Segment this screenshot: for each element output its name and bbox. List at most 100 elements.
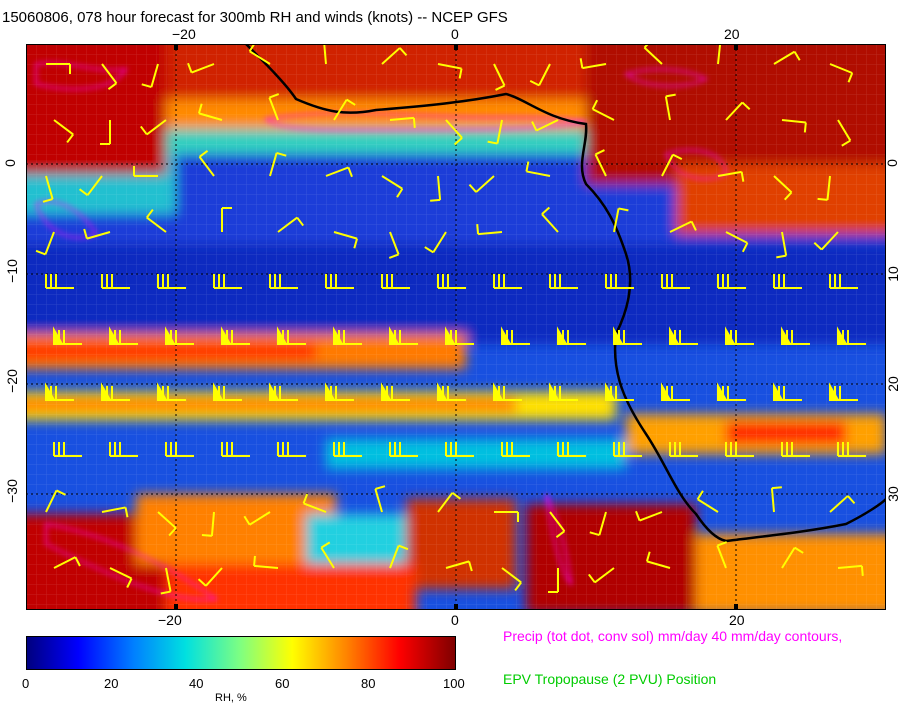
wind-barb bbox=[501, 442, 530, 457]
wind-barb bbox=[525, 161, 551, 177]
wind-barb bbox=[773, 382, 802, 401]
wind-barb bbox=[389, 116, 416, 128]
wind-barb bbox=[643, 44, 663, 65]
wind-barb bbox=[389, 326, 418, 345]
wind-barb bbox=[277, 442, 306, 457]
wind-barb bbox=[579, 58, 607, 70]
wind-barb bbox=[221, 326, 250, 345]
wind-barb bbox=[320, 541, 335, 569]
wind-barb bbox=[430, 175, 442, 202]
wind-barb bbox=[531, 119, 559, 132]
lon-tick-top-0: 0 bbox=[451, 26, 459, 42]
wind-barb bbox=[389, 442, 418, 457]
wind-barb bbox=[141, 63, 159, 89]
wind-barb bbox=[253, 555, 279, 569]
wind-barb bbox=[269, 382, 298, 401]
wind-barb bbox=[389, 544, 409, 569]
wind-barb bbox=[773, 274, 802, 289]
wind-barb bbox=[635, 510, 663, 522]
wind-barb bbox=[213, 274, 242, 289]
wind-barb bbox=[333, 326, 362, 345]
wind-barb bbox=[165, 442, 194, 457]
lat-tick-right-30: 30 bbox=[884, 486, 901, 502]
wind-barb bbox=[588, 567, 615, 584]
wind-barb bbox=[302, 493, 327, 513]
lon-tick-top-20: 20 bbox=[724, 26, 740, 42]
wind-barb bbox=[837, 326, 866, 345]
wind-barb bbox=[725, 326, 754, 345]
wind-barb bbox=[157, 274, 186, 289]
wind-barb bbox=[829, 63, 854, 83]
wind-barb bbox=[549, 511, 566, 538]
wind-barb bbox=[529, 63, 551, 87]
wind-barb bbox=[557, 326, 586, 345]
wind-barb bbox=[45, 489, 66, 513]
wind-barb bbox=[661, 153, 683, 177]
wind-barb bbox=[716, 541, 728, 569]
wind-barb bbox=[837, 564, 864, 576]
wind-barb bbox=[468, 175, 495, 193]
wind-barb bbox=[157, 382, 186, 401]
wind-barb bbox=[493, 63, 506, 91]
wind-barb bbox=[717, 170, 745, 182]
wind-barb bbox=[53, 326, 82, 345]
wind-barb bbox=[381, 274, 410, 289]
wind-barb bbox=[45, 274, 74, 289]
wind-barb bbox=[445, 119, 463, 146]
wind-barb bbox=[445, 442, 474, 457]
colorbar bbox=[26, 636, 456, 670]
wind-barb bbox=[53, 119, 74, 144]
wind-barb bbox=[221, 442, 250, 457]
wind-barb bbox=[109, 326, 138, 345]
wind-barb bbox=[100, 120, 111, 145]
wind-barb bbox=[829, 495, 856, 513]
wind-barb bbox=[388, 231, 400, 259]
legend-epv: EPV Tropopause (2 PVU) Position bbox=[503, 671, 717, 687]
wind-barb bbox=[613, 442, 642, 457]
wind-barb bbox=[269, 151, 287, 177]
wind-barb bbox=[437, 63, 463, 79]
wind-barb bbox=[773, 175, 793, 201]
wind-barb bbox=[333, 98, 356, 121]
wind-barb bbox=[776, 231, 788, 259]
lat-lon-grid bbox=[26, 44, 886, 610]
wind-barb bbox=[109, 567, 133, 588]
lat-tick-left-0: 0 bbox=[1, 159, 18, 167]
wind-barb bbox=[781, 326, 810, 345]
wind-barb bbox=[557, 442, 586, 457]
wind-barb bbox=[541, 206, 559, 233]
wind-barb bbox=[53, 556, 81, 569]
wind-barb bbox=[325, 382, 354, 401]
wind-barb bbox=[133, 166, 158, 177]
wind-barb bbox=[277, 216, 304, 233]
wind-barb bbox=[548, 568, 559, 593]
wind-barb bbox=[605, 274, 634, 289]
lon-tick-bottom-0: 0 bbox=[451, 612, 459, 628]
wind-barb bbox=[669, 220, 697, 233]
wind-barb bbox=[837, 442, 866, 457]
colorbar-label-80: 80 bbox=[361, 676, 376, 691]
wind-barb bbox=[198, 150, 215, 177]
wind-barb bbox=[725, 101, 751, 121]
wind-barb bbox=[243, 511, 271, 526]
wind-barb bbox=[35, 231, 55, 256]
lat-tick-right-20: 20 bbox=[884, 376, 901, 392]
wind-barb bbox=[669, 442, 698, 457]
wind-barb bbox=[333, 442, 362, 457]
wind-barb bbox=[437, 274, 466, 289]
wind-barb bbox=[83, 228, 111, 240]
wind-barbs bbox=[35, 44, 866, 595]
wind-barb bbox=[187, 62, 215, 74]
wind-barb bbox=[101, 274, 130, 289]
wind-barb bbox=[445, 326, 474, 345]
wind-barb bbox=[109, 442, 138, 457]
wind-barb bbox=[437, 382, 466, 401]
wind-barb bbox=[101, 506, 129, 518]
lat-tick-left-neg20: −20 bbox=[3, 369, 20, 393]
wind-barb bbox=[813, 231, 839, 251]
colorbar-gradient bbox=[26, 636, 456, 670]
wind-barb bbox=[717, 382, 746, 401]
wind-barb bbox=[725, 231, 749, 253]
wind-barb bbox=[493, 274, 522, 289]
lat-tick-right-10: 10 bbox=[884, 266, 901, 282]
